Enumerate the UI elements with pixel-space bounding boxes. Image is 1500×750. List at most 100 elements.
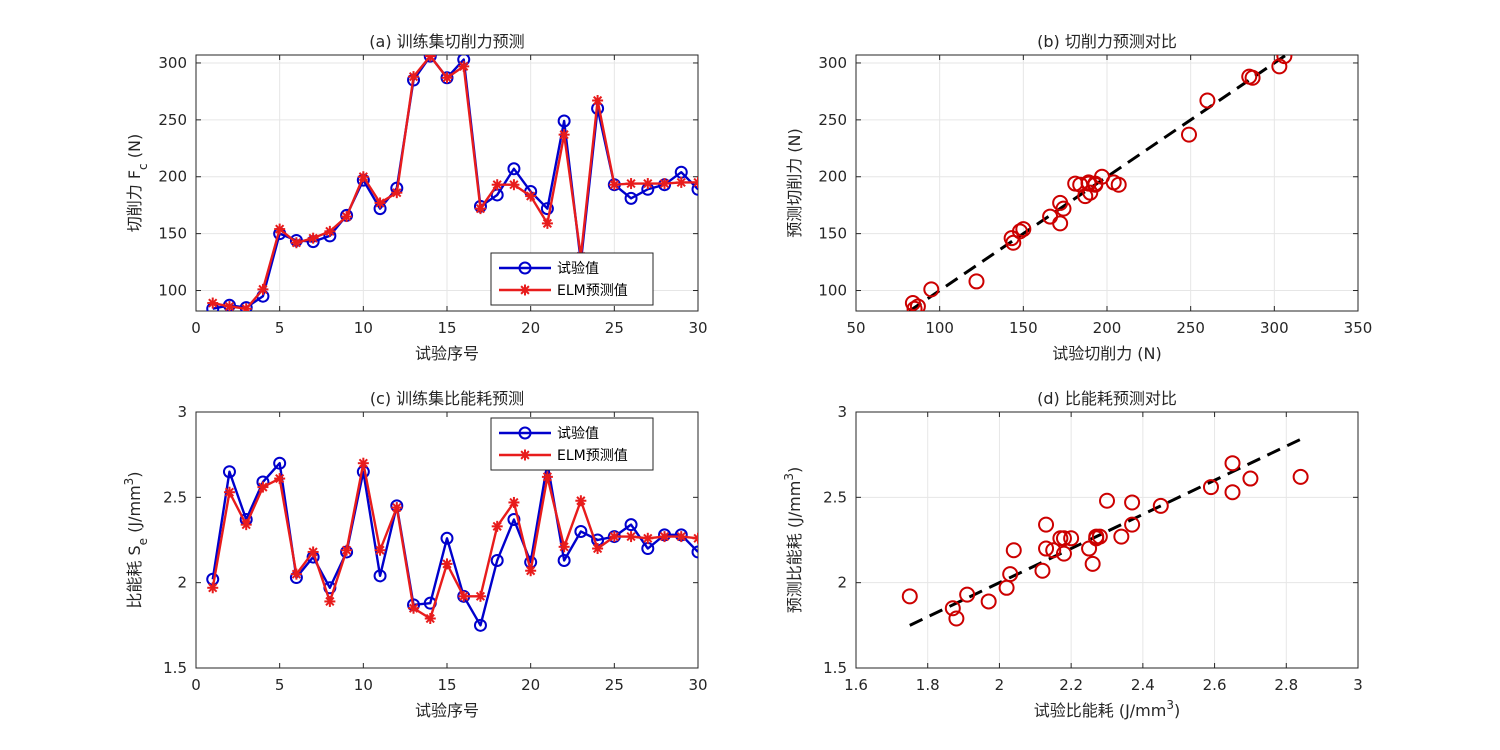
data-point xyxy=(223,486,235,498)
data-point xyxy=(1038,516,1055,533)
y-tick-label: 1.5 xyxy=(163,659,187,677)
ticks: 0 5 10 15 20 25 30 1.5 2 2.5 3 xyxy=(163,403,707,694)
data-point xyxy=(207,582,219,594)
data-point xyxy=(223,300,235,311)
data-point xyxy=(691,182,698,196)
x-tick-label: 0 xyxy=(191,319,201,337)
data-point xyxy=(625,531,637,543)
data-point xyxy=(968,273,985,290)
chart-b: 50 100 150 200 250 300 350 100 150 200 250 300 (b) 切… xyxy=(785,32,1372,363)
x-tick-label: 15 xyxy=(437,319,456,337)
data-point xyxy=(692,532,698,544)
data-point xyxy=(1005,542,1022,559)
y-axis-label: 预测比能耗 (J/mm3) xyxy=(782,467,804,614)
data-point xyxy=(273,456,287,470)
data-point xyxy=(257,283,269,295)
plot-area xyxy=(206,456,698,632)
data-point xyxy=(923,281,940,298)
data-point xyxy=(948,610,965,627)
x-tick-label: 0 xyxy=(191,676,201,694)
series-predicted xyxy=(207,55,698,311)
y-tick-label: 250 xyxy=(158,111,187,129)
legend-marker xyxy=(519,284,531,296)
data-point xyxy=(625,178,637,190)
data-point xyxy=(608,531,620,543)
data-point xyxy=(357,171,369,183)
x-tick-label: 300 xyxy=(1260,319,1289,337)
x-tick-label: 5 xyxy=(275,676,285,694)
legend-item: ELM预测值 xyxy=(499,283,628,299)
x-tick-label: 20 xyxy=(521,319,540,337)
data-point xyxy=(1224,484,1241,501)
data-point xyxy=(1015,221,1032,238)
plot-area xyxy=(901,437,1309,627)
chart-d: 1.6 1.8 2 2.2 2.4 2.6 2.8 3 1.5 2 2.5 3 (d) 比能耗预测对比试… xyxy=(782,389,1363,720)
chart-title: (a) 训练集切削力预测 xyxy=(369,32,524,51)
data-point xyxy=(491,520,503,532)
data-point xyxy=(1113,528,1130,545)
chart-a: 0 5 10 15 20 25 30 100 150 200 250 300 (a) 训练集切削力预测试… xyxy=(125,32,708,363)
data-point xyxy=(391,187,403,199)
data-point xyxy=(557,553,571,567)
legend-item: ELM预测值 xyxy=(499,448,628,464)
data-point xyxy=(1276,55,1293,65)
data-point xyxy=(909,298,926,311)
data-point xyxy=(473,618,487,632)
series-line xyxy=(211,462,698,627)
data-point xyxy=(1202,479,1219,496)
data-point xyxy=(675,531,687,543)
legend-box xyxy=(490,417,654,471)
x-tick-label: 2.4 xyxy=(1131,676,1155,694)
data-point xyxy=(1002,566,1019,583)
y-axis-label: 切削力 Fc (N) xyxy=(125,134,150,232)
x-tick-label: 10 xyxy=(354,676,373,694)
ticks: 0 5 10 15 20 25 30 100 150 200 250 300 xyxy=(158,54,707,337)
x-tick-label: 30 xyxy=(688,676,707,694)
data-point xyxy=(490,553,504,567)
x-tick-label: 100 xyxy=(925,319,954,337)
data-point xyxy=(1042,208,1059,225)
x-tick-label: 3 xyxy=(1353,676,1363,694)
legend-label: ELM预测值 xyxy=(557,283,628,299)
data-point xyxy=(906,300,923,311)
data-point xyxy=(1244,69,1261,86)
data-point xyxy=(341,544,353,556)
data-point xyxy=(659,531,671,543)
chart-title: (d) 比能耗预测对比 xyxy=(1037,389,1177,408)
plot-area xyxy=(206,55,698,311)
data-point xyxy=(558,541,570,553)
plot-area xyxy=(904,55,1293,311)
data-point xyxy=(592,543,604,555)
y-axis-label: 比能耗 Se (J/mm3) xyxy=(122,471,150,608)
data-point xyxy=(408,71,420,83)
data-point xyxy=(1099,492,1115,509)
data-point xyxy=(692,176,698,188)
legend: 试验值 ELM预测值 xyxy=(490,252,654,306)
data-point xyxy=(1045,542,1062,559)
data-point xyxy=(691,545,698,559)
data-point xyxy=(1271,58,1288,75)
y-tick-label: 200 xyxy=(818,168,847,186)
data-point xyxy=(458,590,470,602)
data-point xyxy=(474,590,486,602)
data-point xyxy=(1091,528,1108,545)
legend-box xyxy=(490,252,654,306)
legend-marker xyxy=(518,261,532,275)
x-axis-label: 试验序号 xyxy=(415,344,479,363)
data-point xyxy=(1011,223,1028,240)
data-point xyxy=(324,225,336,237)
y-tick-label: 2.5 xyxy=(823,488,847,506)
data-point xyxy=(207,297,219,309)
scatter-points xyxy=(904,55,1293,311)
data-point xyxy=(1055,545,1072,562)
y-tick-label: 150 xyxy=(818,225,847,243)
scatter-points xyxy=(901,455,1309,627)
y-tick-label: 2 xyxy=(837,574,847,592)
x-axis-label: 试验序号 xyxy=(415,701,479,720)
data-point xyxy=(1063,530,1080,547)
data-point xyxy=(1292,468,1309,485)
data-point xyxy=(373,569,387,583)
data-point xyxy=(341,211,353,223)
legend-item: 试验值 xyxy=(499,426,599,442)
